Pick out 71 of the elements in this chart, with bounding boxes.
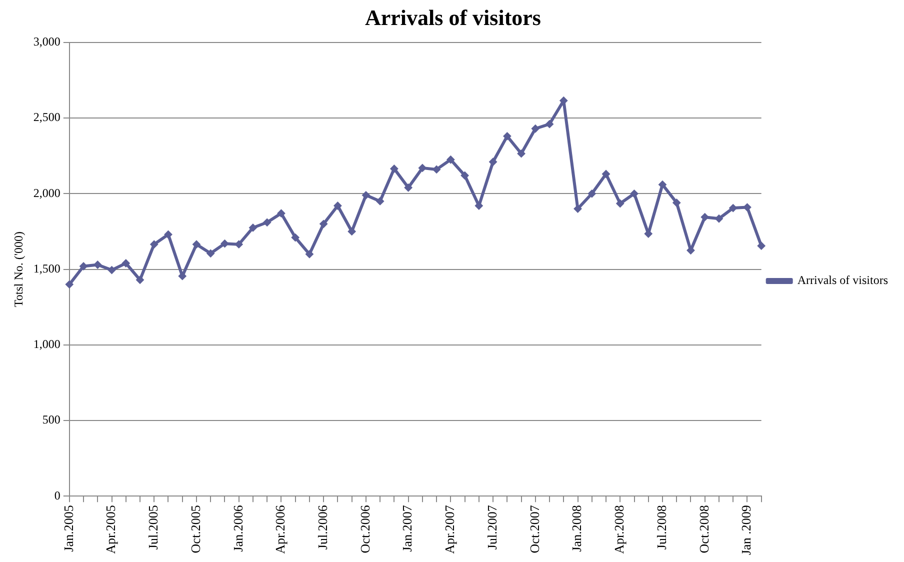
- point: [757, 242, 766, 250]
- point: [418, 164, 426, 172]
- x-tick-label: Apr.2007: [442, 504, 458, 554]
- x-tick-label: Oct.2008: [696, 505, 712, 554]
- x-tick-label: Jan .2009: [738, 505, 754, 556]
- y-tick-label: 0: [54, 488, 60, 502]
- point: [376, 197, 384, 206]
- point: [150, 240, 158, 248]
- y-tick-label: 500: [42, 412, 60, 427]
- point: [503, 132, 512, 140]
- x-tick-label: Apr.2008: [612, 505, 627, 554]
- point: [320, 220, 328, 228]
- x-tick-label: Jul.2008: [654, 505, 669, 550]
- point: [700, 213, 709, 222]
- point: [390, 164, 398, 173]
- x-tick-label: Apr.2005: [103, 505, 118, 554]
- x-tick-label: Oct.2005: [188, 505, 203, 554]
- point: [546, 120, 554, 128]
- point: [220, 240, 229, 248]
- point: [630, 190, 638, 198]
- point: [672, 198, 681, 207]
- point: [80, 262, 88, 270]
- x-tick-label: Jan.2005: [60, 505, 76, 552]
- point: [305, 250, 314, 258]
- point: [277, 209, 286, 218]
- point: [164, 230, 172, 238]
- x-tick-label: Oct.2007: [526, 504, 542, 554]
- y-tick-label: 2,000: [33, 186, 60, 200]
- y-tick-label: 2,500: [33, 110, 60, 124]
- point: [248, 224, 257, 232]
- point: [743, 203, 752, 212]
- point: [460, 172, 469, 180]
- x-tick-label: Jul.2006: [315, 504, 330, 550]
- point: [602, 170, 610, 178]
- point: [531, 124, 540, 133]
- point: [94, 260, 102, 269]
- point: [206, 249, 215, 258]
- point: [334, 202, 342, 210]
- point: [234, 240, 243, 248]
- x-tick-label: Apr.2006: [272, 504, 288, 554]
- point: [108, 266, 116, 274]
- point: [122, 259, 130, 268]
- x-tick-label: Jan.2006: [230, 504, 246, 552]
- point: [348, 227, 356, 236]
- point: [489, 158, 498, 166]
- point: [588, 190, 596, 198]
- y-axis-title: Totsl No. ('000): [11, 231, 26, 308]
- point: [517, 150, 526, 158]
- point: [291, 234, 300, 242]
- point: [446, 156, 455, 164]
- point: [136, 276, 144, 284]
- x-tick-label: Jan.2007: [400, 504, 415, 552]
- x-tick-label: Jul.2007: [484, 504, 500, 550]
- chart-title: Arrivals of visitors: [365, 4, 542, 30]
- x-tick-label: Jul.2005: [146, 505, 161, 550]
- point: [404, 184, 412, 192]
- point: [658, 180, 666, 189]
- point: [729, 204, 738, 212]
- y-tick-label: 1,000: [33, 337, 60, 352]
- point: [362, 191, 370, 200]
- x-tick-label: Oct.2006: [357, 504, 372, 554]
- point: [65, 280, 74, 288]
- y-tick-label: 3,000: [33, 34, 60, 49]
- point: [432, 165, 441, 174]
- legend-label: Arrivals of visitors: [797, 273, 888, 288]
- point: [263, 218, 272, 226]
- x-tick-label: Jan.2008: [569, 505, 584, 552]
- point: [192, 240, 200, 248]
- y-tick-label: 1,500: [33, 261, 60, 276]
- point: [714, 214, 723, 223]
- point: [616, 199, 624, 208]
